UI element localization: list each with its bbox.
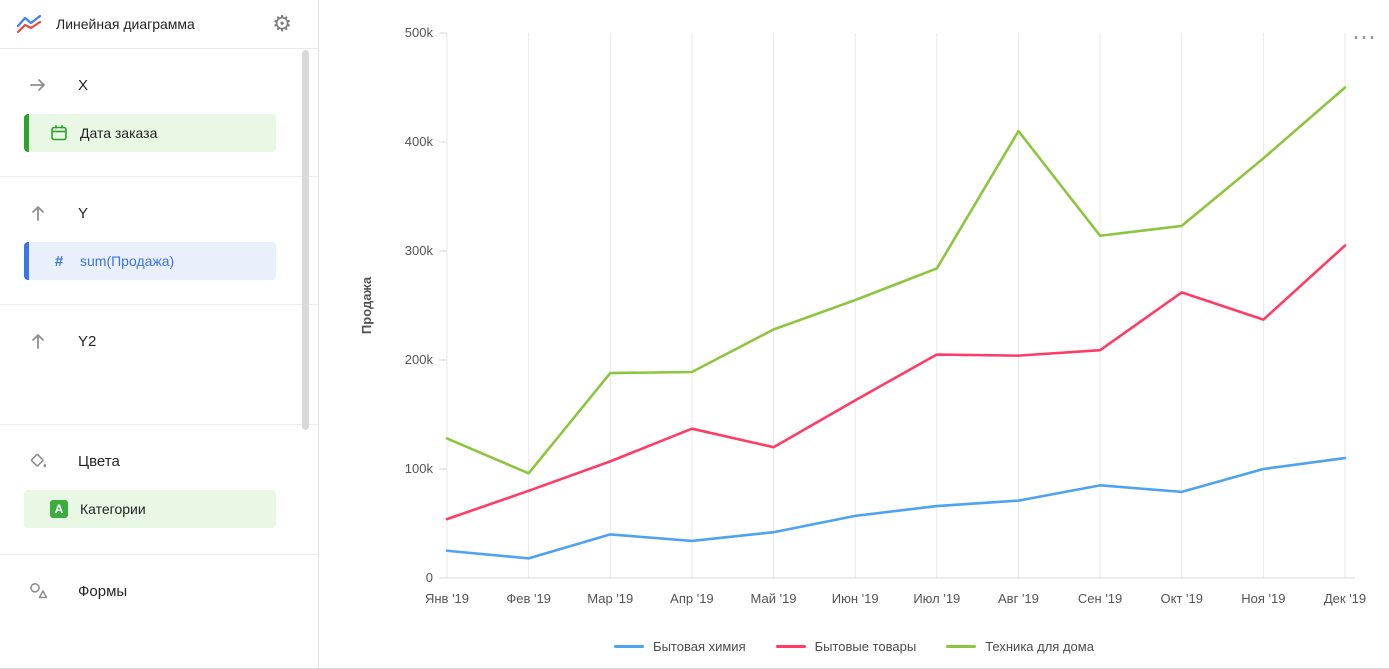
y-tick-label: 400k bbox=[405, 134, 434, 149]
a-badge: A bbox=[50, 500, 68, 518]
chart-legend: Бытовая химия Бытовые товары Техника для д… bbox=[319, 639, 1389, 654]
y-tick-label: 100k bbox=[405, 461, 434, 476]
line-chart-type-icon[interactable] bbox=[16, 13, 42, 35]
measure-hash-icon: # bbox=[54, 252, 64, 270]
series-line-2[interactable] bbox=[445, 86, 1347, 475]
shapes-icon bbox=[28, 581, 48, 601]
chart-type-title: Линейная диаграмма bbox=[56, 16, 195, 32]
field-accent-bar bbox=[24, 114, 29, 152]
section-y2: Y2 bbox=[0, 305, 318, 425]
section-y2-header: Y2 bbox=[24, 329, 294, 353]
x-tick-label: Фев '19 bbox=[506, 591, 551, 606]
section-y2-label: Y2 bbox=[78, 332, 97, 350]
x-tick-label: Окт '19 bbox=[1161, 591, 1203, 606]
field-label: Категории bbox=[80, 501, 146, 517]
legend-label: Бытовые товары bbox=[814, 639, 917, 654]
section-shapes: Формы bbox=[0, 555, 318, 668]
section-shapes-label: Формы bbox=[78, 582, 128, 600]
sidebar-scrollbar[interactable] bbox=[302, 50, 309, 430]
dimension-a-icon: A bbox=[50, 500, 68, 518]
sidebar: Линейная диаграмма ⚙ X bbox=[0, 0, 319, 668]
section-x-header: X bbox=[24, 73, 294, 97]
field-order-date[interactable]: Дата заказа bbox=[24, 114, 276, 152]
field-categories[interactable]: A Категории bbox=[24, 490, 276, 528]
x-tick-label: Июл '19 bbox=[913, 591, 960, 606]
section-y: Y # sum(Продажа) bbox=[0, 177, 318, 305]
series-line-1[interactable] bbox=[445, 244, 1347, 521]
arrow-up-icon bbox=[28, 203, 48, 223]
field-label: Дата заказа bbox=[80, 125, 158, 141]
legend-swatch bbox=[614, 645, 645, 648]
x-tick-label: Апр '19 bbox=[670, 591, 714, 606]
x-tick-label: Дек '19 bbox=[1324, 591, 1366, 606]
x-tick-label: Июн '19 bbox=[832, 591, 879, 606]
x-tick-label: Янв '19 bbox=[425, 591, 469, 606]
legend-label: Бытовая химия bbox=[653, 639, 746, 654]
section-shapes-header: Формы bbox=[24, 579, 294, 603]
arrow-up-icon bbox=[28, 331, 48, 351]
section-colors: Цвета A Категории bbox=[0, 425, 318, 555]
settings-gear-icon[interactable]: ⚙ bbox=[272, 11, 292, 36]
section-y-label: Y bbox=[78, 204, 89, 222]
field-accent-bar bbox=[24, 242, 29, 280]
section-y-header: Y bbox=[24, 201, 294, 225]
chart-menu-icon[interactable]: ⋯ bbox=[1352, 24, 1377, 51]
sidebar-body: X Дата заказа bbox=[0, 49, 318, 668]
sidebar-header: Линейная диаграмма ⚙ bbox=[0, 0, 318, 49]
section-colors-header: Цвета bbox=[24, 449, 294, 473]
y-axis-title: Продажа bbox=[359, 276, 374, 334]
legend-item[interactable]: Бытовая химия bbox=[614, 639, 746, 654]
field-label: sum(Продажа) bbox=[80, 253, 175, 269]
calendar-icon bbox=[50, 124, 68, 142]
section-x-label: X bbox=[78, 76, 89, 94]
x-tick-label: Авг '19 bbox=[998, 591, 1039, 606]
series-line-0[interactable] bbox=[445, 456, 1347, 560]
y-tick-label: 200k bbox=[405, 352, 434, 367]
x-tick-label: Май '19 bbox=[751, 591, 797, 606]
y-tick-label: 500k bbox=[405, 25, 434, 40]
y-tick-label: 0 bbox=[426, 570, 433, 585]
line-chart: Янв '19 Фев '19 Мар '19 Апр '19 Май '19 Июн '… bbox=[359, 25, 1366, 606]
y-tick-label: 300k bbox=[405, 243, 434, 258]
x-tick-label: Сен '19 bbox=[1078, 591, 1122, 606]
x-tick-label: Мар '19 bbox=[587, 591, 633, 606]
chart-panel: Янв '19 Фев '19 Мар '19 Апр '19 Май '19 Июн '… bbox=[319, 0, 1389, 668]
section-colors-label: Цвета bbox=[78, 452, 120, 470]
legend-item[interactable]: Техника для дома bbox=[946, 639, 1094, 654]
legend-swatch bbox=[775, 645, 806, 648]
x-tick-label: Ноя '19 bbox=[1241, 591, 1285, 606]
legend-item[interactable]: Бытовые товары bbox=[775, 639, 917, 654]
arrow-right-icon bbox=[28, 75, 48, 95]
legend-swatch bbox=[946, 645, 977, 648]
field-sum-sales[interactable]: # sum(Продажа) bbox=[24, 242, 276, 280]
legend-label: Техника для дома bbox=[985, 639, 1094, 654]
section-x: X Дата заказа bbox=[0, 49, 318, 177]
paint-bucket-icon bbox=[28, 451, 48, 471]
